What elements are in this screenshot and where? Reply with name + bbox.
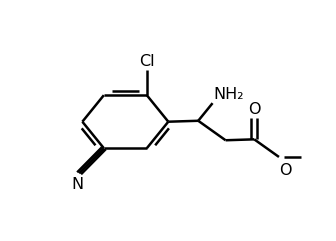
Text: NH₂: NH₂ [214, 87, 244, 102]
Text: O: O [280, 163, 292, 178]
Text: N: N [72, 177, 84, 192]
Text: Cl: Cl [139, 54, 155, 69]
Text: O: O [248, 101, 260, 116]
